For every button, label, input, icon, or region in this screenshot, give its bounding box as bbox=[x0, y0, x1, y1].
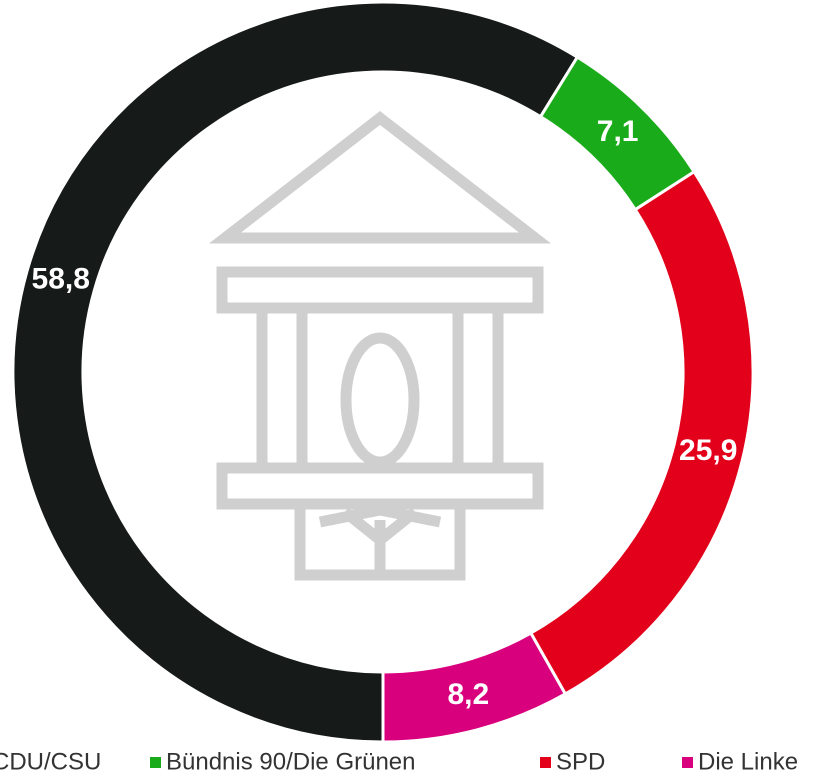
data-label: 8,2 bbox=[447, 678, 489, 711]
legend-swatch bbox=[540, 757, 551, 768]
legend-label: Bündnis 90/Die Grünen bbox=[166, 748, 416, 775]
data-label: 7,1 bbox=[597, 115, 639, 148]
legend-label: CDU/CSU bbox=[0, 748, 101, 775]
data-label: 58,8 bbox=[32, 262, 90, 295]
parliament-icon bbox=[208, 111, 552, 581]
donut-slice bbox=[381, 631, 568, 744]
donut-slice bbox=[528, 169, 755, 697]
data-label: 25,9 bbox=[679, 434, 737, 467]
donut-slice bbox=[11, 0, 580, 744]
legend-swatch bbox=[150, 757, 161, 768]
legend-label: SPD bbox=[556, 748, 605, 775]
legend-label: Die Linke bbox=[698, 748, 798, 775]
legend-swatch bbox=[682, 757, 693, 768]
